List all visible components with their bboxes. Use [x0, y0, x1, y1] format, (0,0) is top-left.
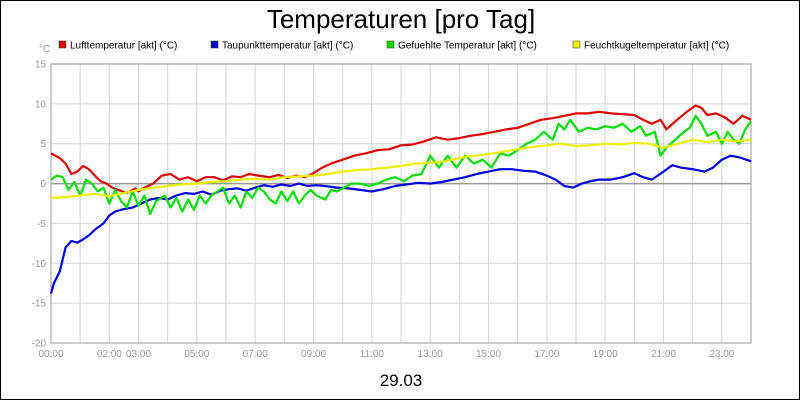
x-tick-label: 00:00	[38, 349, 63, 360]
plot-border	[50, 63, 752, 344]
y-tick-label: -15	[32, 299, 47, 310]
y-tick-label: 15	[35, 60, 47, 71]
legend-label: Feuchtkugeltemperatur [akt] (°C)	[584, 41, 729, 52]
y-tick-label: 0	[40, 179, 46, 190]
legend-entry-4: Feuchtkugeltemperatur [akt] (°C)	[572, 40, 729, 52]
y-tick-label: -20	[32, 339, 47, 350]
x-axis-date-label: 29.03	[380, 371, 423, 390]
x-tick-label: 03:00	[126, 349, 151, 360]
x-tick-label: 21:00	[651, 349, 676, 360]
x-tick-label: 11:00	[360, 349, 385, 360]
series-line-3	[50, 114, 752, 215]
x-tick-label: 15:00	[476, 349, 501, 360]
legend-label: Taupunkttemperatur [akt] (°C)	[222, 41, 353, 52]
legend: Lufttemperatur [akt] (°C) Taupunkttempera…	[58, 40, 729, 52]
x-tick-label: 19:00	[593, 349, 618, 360]
x-tick-label: 05:00	[184, 349, 209, 360]
series-line-4	[50, 138, 752, 199]
x-tick-label: 09:00	[301, 349, 326, 360]
legend-swatch	[386, 40, 395, 49]
legend-label: Gefuehlte Temperatur [akt] (°C)	[398, 41, 537, 52]
legend-swatch	[58, 40, 67, 49]
y-tick-label: -5	[37, 219, 46, 230]
legend-swatch	[572, 40, 581, 49]
legend-entry-2: Taupunkttemperatur [akt] (°C)	[210, 40, 353, 52]
x-tick-label: 17:00	[534, 349, 559, 360]
x-tick-label: 07:00	[243, 349, 268, 360]
series-line-1	[50, 104, 752, 195]
y-tick-label: 10	[35, 99, 47, 110]
y-axis-unit: °C	[39, 44, 50, 55]
legend-label: Lufttemperatur [akt] (°C)	[70, 41, 177, 52]
series-line-2	[49, 154, 752, 294]
y-tick-label: 5	[40, 139, 46, 150]
chart-title: Temperaturen [pro Tag]	[267, 4, 535, 34]
legend-entry-3: Gefuehlte Temperatur [akt] (°C)	[386, 40, 537, 52]
y-tick-label: -10	[32, 259, 47, 270]
x-tick-label: 13:00	[418, 349, 443, 360]
x-tick-label: 23:00	[709, 349, 734, 360]
legend-swatch	[210, 40, 219, 49]
legend-entry-1: Lufttemperatur [akt] (°C)	[58, 40, 177, 52]
x-tick-label: 02:00	[97, 349, 122, 360]
